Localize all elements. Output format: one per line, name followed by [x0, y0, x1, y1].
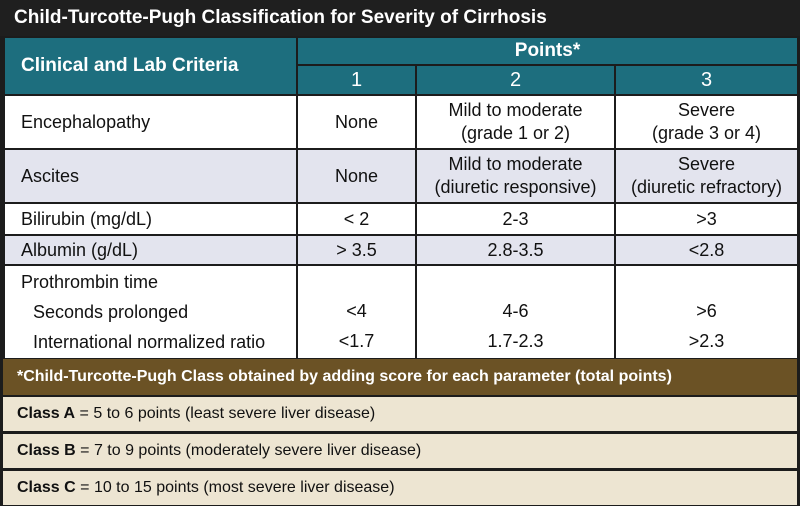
cell-points-1: < 2	[296, 202, 417, 236]
cell-points-2: 2.8-3.5	[415, 234, 616, 266]
cell-line: (diuretic refractory)	[630, 177, 783, 197]
cell-points-2: 4-6 1.7-2.3	[415, 264, 616, 360]
criterion-label: Bilirubin (mg/dL)	[3, 202, 298, 236]
cell-line: (diuretic responsive)	[434, 177, 597, 197]
cell-points-3: >3	[614, 202, 799, 236]
table-row-prothrombin: Prothrombin time Seconds prolonged Inter…	[3, 264, 799, 360]
class-name: Class A	[17, 405, 76, 422]
class-row-a: Class A = 5 to 6 points (least severe li…	[3, 397, 797, 431]
points-header: Points*	[296, 36, 799, 66]
class-row-b: Class B = 7 to 9 points (moderately seve…	[3, 434, 797, 468]
cell-line: (grade 3 or 4)	[651, 123, 762, 143]
class-description: = 5 to 6 points (least severe liver dise…	[75, 405, 376, 422]
cell-points-1: None	[296, 94, 417, 150]
cell-line: Mild to moderate	[448, 100, 583, 120]
cell-line: Severe	[677, 154, 736, 174]
cell-points-3: <2.8	[614, 234, 799, 266]
seconds-value: <4	[346, 301, 367, 321]
criterion-label: Albumin (g/dL)	[3, 234, 298, 266]
inr-value: >2.3	[688, 331, 725, 351]
table-row-ascites: Ascites None Mild to moderate (diuretic …	[3, 148, 799, 204]
seconds-value: 4-6	[502, 301, 529, 321]
cell-line: (grade 1 or 2)	[460, 123, 571, 143]
table-row-bilirubin: Bilirubin (mg/dL) < 2 2-3 >3	[3, 202, 799, 236]
class-description: = 7 to 9 points (moderately severe liver…	[75, 442, 422, 459]
seconds-value: >6	[696, 301, 717, 321]
criterion-label: Encephalopathy	[3, 94, 298, 150]
points-col-3: 3	[614, 64, 799, 96]
points-col-1: 1	[296, 64, 417, 96]
cell-line: Mild to moderate	[448, 154, 583, 174]
class-name: Class C	[17, 479, 76, 496]
criteria-table: Clinical and Lab Criteria Points* 1 2 3 …	[3, 36, 799, 360]
class-description: = 10 to 15 points (most severe liver dis…	[75, 479, 395, 496]
class-row-c: Class C = 10 to 15 points (most severe l…	[3, 471, 797, 505]
seconds-prolonged-label: Seconds prolonged	[33, 302, 189, 322]
cell-points-1: None	[296, 148, 417, 204]
points-col-2: 2	[415, 64, 616, 96]
header-row-top: Clinical and Lab Criteria Points*	[3, 36, 799, 96]
cell-points-1: <4 <1.7	[296, 264, 417, 360]
footnote-banner: *Child-Turcotte-Pugh Class obtained by a…	[3, 359, 797, 395]
cell-points-3: Severe (diuretic refractory)	[614, 148, 799, 204]
header-row-numbers: 1 2 3	[4, 64, 799, 96]
cell-points-2: Mild to moderate (diuretic responsive)	[415, 148, 616, 204]
prothrombin-label: Prothrombin time	[21, 272, 159, 292]
prothrombin-labels: Prothrombin time Seconds prolonged Inter…	[3, 264, 298, 360]
table-row-encephalopathy: Encephalopathy None Mild to moderate (gr…	[3, 94, 799, 150]
cell-points-3: >6 >2.3	[614, 264, 799, 360]
cell-points-2: Mild to moderate (grade 1 or 2)	[415, 94, 616, 150]
cell-line: Severe	[677, 100, 736, 120]
criterion-label: Ascites	[3, 148, 298, 204]
inr-label: International normalized ratio	[33, 332, 266, 352]
class-name: Class B	[17, 442, 76, 459]
cell-points-2: 2-3	[415, 202, 616, 236]
inr-value: 1.7-2.3	[487, 331, 544, 351]
inr-value: <1.7	[338, 331, 375, 351]
criteria-header: Clinical and Lab Criteria	[3, 36, 298, 96]
cell-points-1: > 3.5	[296, 234, 417, 266]
slide-title: Child-Turcotte-Pugh Classification for S…	[0, 0, 800, 36]
cell-points-3: Severe (grade 3 or 4)	[614, 94, 799, 150]
table-row-albumin: Albumin (g/dL) > 3.5 2.8-3.5 <2.8	[3, 234, 799, 266]
